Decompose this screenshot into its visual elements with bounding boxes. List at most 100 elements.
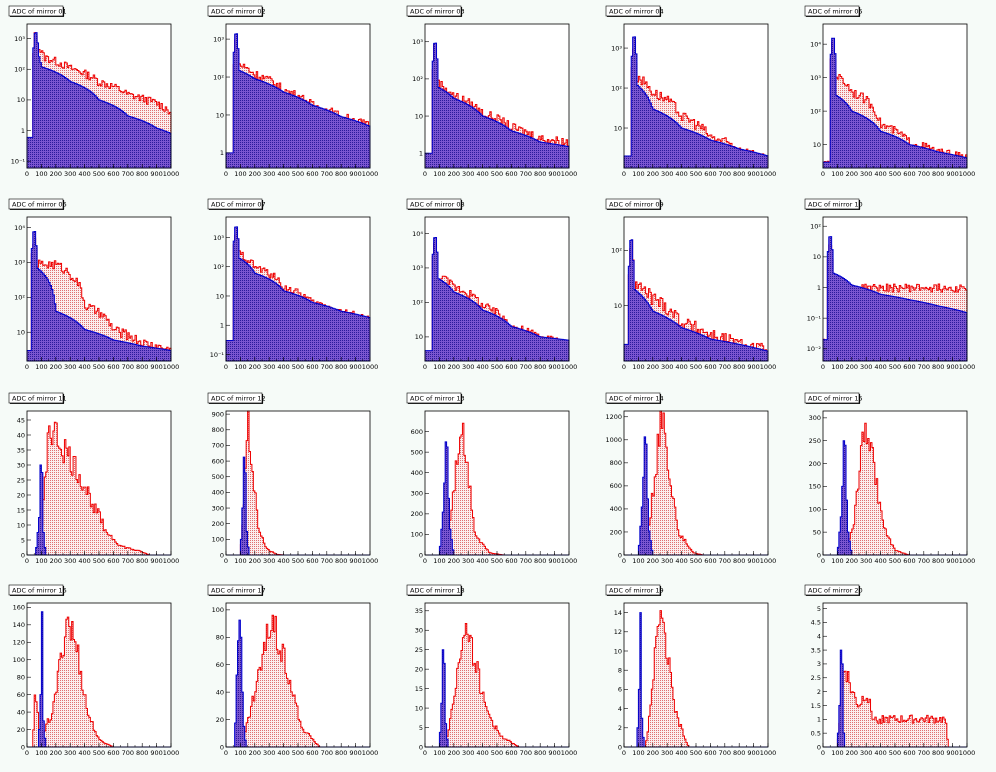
x-tick-label: 1000 [760,363,777,371]
y-tick-label: 10³ [213,35,224,43]
blue-histogram [623,36,769,169]
x-tick-label: 800 [136,170,148,178]
x-tick-label: 400 [78,749,90,757]
y-tick-label: 0 [21,551,25,559]
y-tick-label: 0 [220,551,224,559]
y-tick-label: 10² [611,247,622,255]
y-tick-label: 100 [809,506,821,514]
x-tick-label: 0 [25,170,29,178]
y-tick-label: 20 [17,491,25,499]
x-axis: 0 100 200 300 400 500 600 700 800 900 1000 [622,551,776,565]
y-tick-label: 10⁻¹ [11,158,26,166]
x-tick-label: 0 [423,749,427,757]
panel-title-text: ADC of mirror 04 [609,7,664,15]
blue-histogram [26,32,172,169]
y-tick-label: 0 [419,551,423,559]
x-tick-label: 400 [874,749,886,757]
x-tick-label: 300 [263,170,275,178]
x-axis: 0 100 200 300 400 500 600 700 800 900 1000 [25,164,179,178]
x-tick-label: 0 [423,170,427,178]
histogram-panel: ADC of mirror 08 0 100 200 300 400 500 600 700 80… [406,198,578,371]
x-tick-label: 600 [107,363,119,371]
panel-title: ADC of mirror 10 [804,198,863,210]
x-tick-label: 1000 [163,749,180,757]
y-tick-label: 300 [411,490,423,498]
x-tick-label: 0 [224,363,228,371]
y-tick-label: 20 [415,665,423,673]
y-tick-label: 1.5 [811,702,821,710]
x-tick-label: 700 [719,170,731,178]
x-tick-label: 200 [448,749,460,757]
y-tick-label: 200 [212,520,224,528]
x-tick-label: 800 [534,557,546,565]
histogram-panel: ADC of mirror 20 0 100 200 300 400 500 600 700 80… [804,584,975,757]
x-tick-label: 200 [448,170,460,178]
x-tick-label: 100 [632,170,644,178]
x-tick-label: 300 [860,557,872,565]
panel-title: ADC of mirror 13 [406,392,465,404]
x-tick-label: 300 [64,557,76,565]
x-tick-label: 100 [831,170,843,178]
y-tick-label: 0 [419,743,423,751]
x-tick-label: 200 [50,557,62,565]
y-tick-label: 100 [13,656,25,664]
blue-histogram [225,226,371,362]
y-tick-label: 10⁴ [412,230,423,238]
x-axis: 0 100 200 300 400 500 600 700 800 900 1000 [423,551,577,565]
panel-title-text: ADC of mirror 06 [12,200,67,208]
x-tick-label: 900 [946,749,958,757]
x-tick-label: 200 [647,170,659,178]
x-tick-label: 0 [25,363,29,371]
y-tick-label: 30 [415,627,423,635]
x-tick-label: 0 [423,363,427,371]
x-tick-label: 0 [224,170,228,178]
y-tick-label: 40 [17,431,25,439]
x-tick-label: 600 [505,363,517,371]
x-tick-label: 500 [292,749,304,757]
y-tick-label: 40 [216,688,224,696]
x-tick-label: 900 [747,749,759,757]
y-tick-label: 6 [618,686,622,694]
y-tick-label: 400 [610,505,622,513]
x-tick-label: 0 [821,170,825,178]
x-axis: 0 100 200 300 400 500 600 700 800 900 1000 [821,164,975,178]
x-tick-label: 600 [903,749,915,757]
y-tick-label: 2 [817,688,821,696]
x-tick-label: 600 [306,557,318,565]
x-tick-label: 1000 [561,363,578,371]
y-tick-label: 10² [213,73,224,81]
x-tick-label: 300 [462,170,474,178]
y-tick-label: 0.5 [811,729,821,737]
y-tick-label: 30 [17,461,25,469]
x-tick-label: 1000 [362,363,379,371]
x-tick-label: 400 [675,170,687,178]
x-tick-label: 100 [433,557,445,565]
x-tick-label: 0 [423,557,427,565]
blue-histogram-bars [424,237,570,362]
x-tick-label: 100 [433,749,445,757]
y-tick-label: 10⁻¹ [210,351,225,359]
y-tick-label: 100 [411,531,423,539]
blue-histogram [822,236,968,362]
y-tick-label: 100 [212,606,224,614]
y-tick-label: 0 [220,743,224,751]
y-tick-label: 10² [810,223,821,231]
y-tick-label: 40 [17,708,25,716]
x-tick-label: 500 [491,363,503,371]
y-tick-label: 10² [412,299,423,307]
x-tick-label: 800 [534,363,546,371]
y-axis: 0 100 200 300 400 500 600 [411,428,429,559]
x-tick-label: 400 [277,363,289,371]
histogram-panel: ADC of mirror 160 100 200 300 400 500 600 700 80… [8,584,180,757]
x-tick-label: 1000 [163,363,180,371]
x-tick-label: 800 [335,170,347,178]
x-tick-label: 700 [520,557,532,565]
x-tick-label: 500 [491,749,503,757]
x-tick-label: 900 [548,557,560,565]
y-axis: 10 10² 10³ 10⁴ [14,224,31,337]
y-axis: 0 20 40 60 80 100 [212,606,230,751]
x-tick-label: 700 [122,363,134,371]
x-axis: 0 100 200 300 400 500 600 700 800 900 1000 [622,164,776,178]
panel-title: ADC of mirror 11 [8,392,67,404]
panel-title-text: ADC of mirror 01 [12,7,67,15]
